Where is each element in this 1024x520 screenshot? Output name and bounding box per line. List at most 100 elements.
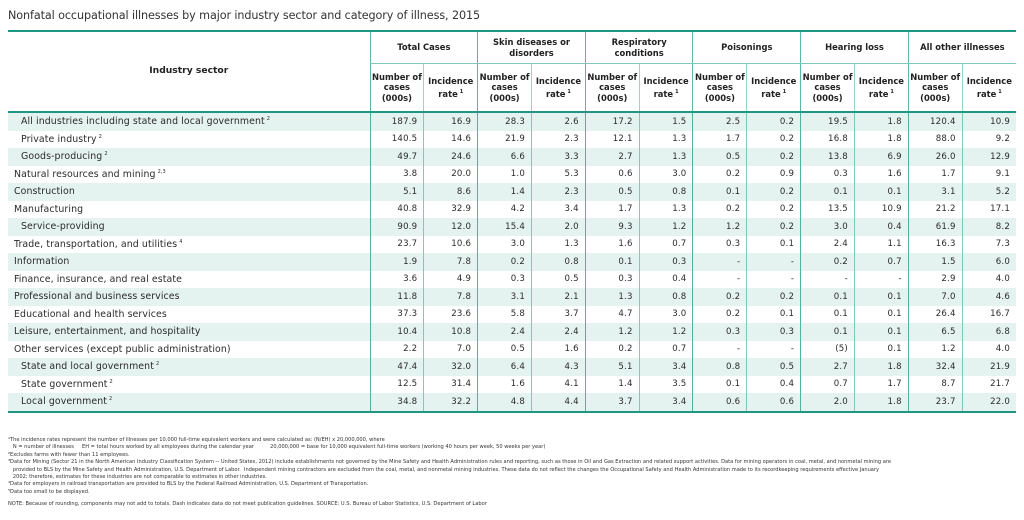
- cases-cell: 0.5: [477, 340, 532, 358]
- cases-cell: 11.8: [369, 288, 424, 306]
- rate-cell: 9.2: [961, 130, 1016, 148]
- table-row: Goods-producing 2 49.7 24.6 6.6 3.3 2.7 1.3 0.5 0…: [8, 148, 1016, 166]
- table-title: Nonfatal occupational illnesses by major…: [8, 9, 481, 22]
- cases-cell: 0.2: [692, 165, 747, 183]
- rate-cell: 0.1: [746, 235, 801, 253]
- column-group-header: Respiratory conditions: [584, 30, 693, 64]
- cases-cell: 3.0: [800, 218, 855, 236]
- industry-name: Manufacturing: [8, 201, 370, 219]
- rate-cell: 0.2: [746, 130, 801, 148]
- incidence-rate-label: Incidence rate: [643, 76, 689, 99]
- header-group-row: Industry sector Total Cases Skin diseases…: [8, 30, 1016, 112]
- rate-cell: 0.4: [746, 375, 801, 393]
- industry-name: Natural resources and mining 2,3: [8, 166, 370, 184]
- cases-cell: 0.2: [692, 305, 747, 323]
- rate-cell: 0.1: [746, 305, 801, 323]
- cases-cell: 1.5: [907, 253, 963, 271]
- table-row: State government 2 12.5 31.4 1.6 4.1 1.4 3.5 0.1…: [8, 375, 1016, 394]
- cases-cell: 16.3: [907, 235, 963, 253]
- cases-cell: 0.1: [800, 183, 855, 201]
- rate-cell: 0.1: [853, 340, 909, 358]
- industry-name-text: Natural resources and mining: [14, 168, 156, 180]
- industry-name-text: Private industry: [21, 133, 97, 145]
- table-row: Construction 5.1 8.6 1.4 2.3 0.5 0.8 0.1 0.2 0.1 0…: [8, 183, 1016, 201]
- cases-cell: 140.5: [369, 130, 424, 148]
- cases-cell: 0.6: [692, 393, 747, 413]
- rate-cell: 1.6: [531, 340, 586, 358]
- number-of-cases-header: Number of cases (000s): [907, 63, 963, 112]
- cases-cell: 3.1: [907, 183, 963, 201]
- industry-name-text: All industries including state and local…: [21, 116, 265, 128]
- cases-cell: 1.0: [477, 165, 532, 183]
- rate-cell: 12.9: [961, 148, 1016, 166]
- industry-name: State government 2: [8, 376, 370, 394]
- cases-cell: 0.2: [692, 200, 747, 218]
- table-row: Natural resources and mining 2,3 3.8 20.0 1.…: [8, 165, 1016, 184]
- table-row: State and local government 2 47.4 32.0 6.4 4.…: [8, 358, 1016, 376]
- table-body: All industries including state and local…: [8, 111, 1016, 413]
- rate-cell: 7.3: [961, 235, 1016, 253]
- rate-cell: 3.4: [531, 200, 586, 218]
- industry-name: Private industry 2: [8, 131, 370, 149]
- rate-cell: 4.0: [961, 270, 1016, 288]
- rate-cell: 2.0: [531, 218, 586, 236]
- cases-cell: 28.3: [477, 111, 532, 131]
- number-of-cases-header: Number of cases (000s): [692, 63, 747, 112]
- footnote: ²Excludes farms with fewer than 11 emplo…: [8, 451, 130, 458]
- column-group-header: All other illnesses: [907, 30, 1016, 64]
- rate-cell: 16.9: [423, 111, 478, 131]
- cases-cell: 2.9: [907, 270, 963, 288]
- rate-cell: 1.3: [638, 130, 693, 148]
- cases-cell: 37.3: [369, 305, 424, 323]
- industry-name-text: Service-providing: [21, 221, 105, 233]
- footnote-ref: 1: [998, 88, 1002, 95]
- rate-cell: 21.9: [961, 358, 1016, 376]
- cases-cell: 6.4: [477, 358, 532, 376]
- incidence-rate-header: Incidence rate 1: [423, 63, 478, 112]
- industry-name-text: Manufacturing: [14, 203, 84, 215]
- industry-name: Finance, insurance, and real estate: [8, 271, 370, 289]
- cases-cell: 0.1: [800, 288, 855, 306]
- cases-cell: 0.3: [692, 235, 747, 253]
- cases-cell: 15.4: [477, 218, 532, 236]
- cases-cell: 0.3: [692, 323, 747, 341]
- column-group-header: Hearing loss: [800, 30, 909, 64]
- industry-name-text: Local government: [21, 396, 108, 408]
- rate-cell: 14.6: [423, 130, 478, 148]
- rate-cell: 0.7: [638, 340, 693, 358]
- cases-cell: 0.5: [584, 183, 640, 201]
- industry-name-text: State and local government: [21, 361, 154, 373]
- rate-cell: 1.8: [853, 358, 909, 376]
- cases-cell: 0.1: [800, 323, 855, 341]
- cases-cell: 1.6: [584, 235, 640, 253]
- cases-cell: 4.8: [477, 393, 532, 413]
- incidence-rate-label: Incidence rate: [966, 76, 1012, 99]
- industry-name: Professional and business services: [8, 288, 371, 306]
- rate-cell: 0.5: [531, 270, 586, 288]
- footnote-ref: 4: [179, 238, 183, 245]
- industry-name: Other services (except public administra…: [8, 341, 370, 359]
- rate-cell: 10.9: [853, 200, 909, 218]
- cases-cell: 0.2: [692, 288, 747, 306]
- industry-name-text: Leisure, entertainment, and hospitality: [14, 326, 201, 338]
- cases-cell: 4.7: [584, 305, 640, 323]
- footnote: N = number of illnesses EH = total hours…: [8, 444, 546, 451]
- rate-cell: 2.3: [531, 183, 586, 201]
- cases-cell: 1.7: [907, 165, 963, 183]
- cases-cell: 3.0: [477, 235, 532, 253]
- rate-cell: 0.1: [853, 288, 909, 306]
- cases-cell: 13.8: [800, 148, 855, 166]
- cases-cell: 88.0: [907, 130, 963, 148]
- rate-cell: -: [853, 270, 909, 288]
- cases-cell: 3.8: [369, 165, 424, 183]
- cases-cell: 47.4: [369, 358, 424, 376]
- table-row: Local government 2 34.8 32.2 4.8 4.4 3.7 3.4 0.6…: [8, 393, 1016, 413]
- table-row: Finance, insurance, and real estate 3.6 4.…: [8, 270, 1016, 289]
- incidence-rate-header: Incidence rate 1: [746, 63, 801, 112]
- cases-cell: 40.8: [369, 200, 424, 218]
- cases-cell: 0.8: [692, 358, 747, 376]
- industry-name: All industries including state and local…: [8, 111, 371, 131]
- rate-cell: 3.7: [531, 305, 586, 323]
- rate-cell: 0.2: [746, 288, 801, 306]
- rate-cell: 7.8: [423, 253, 478, 271]
